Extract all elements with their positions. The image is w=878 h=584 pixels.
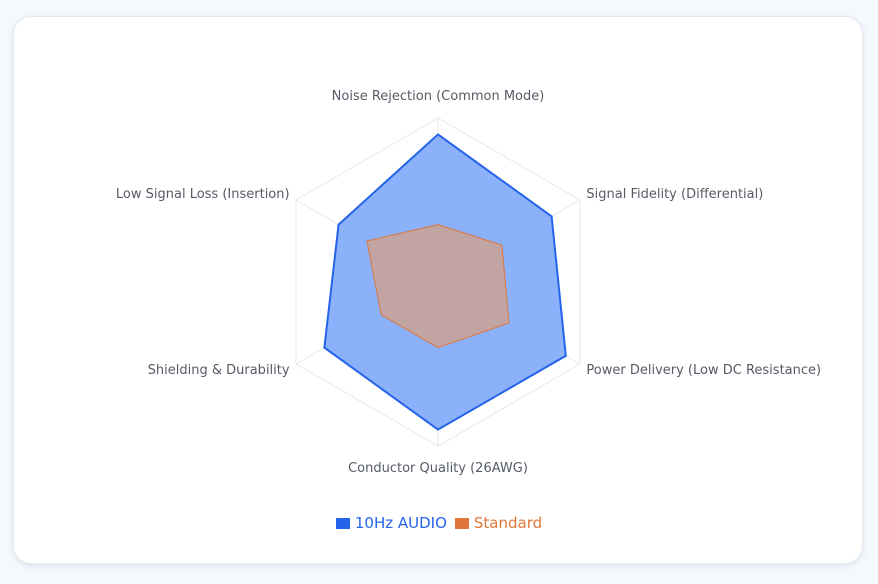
legend-label: 10Hz AUDIO — [354, 514, 447, 532]
axis-label-low-signal-loss-insertion: Low Signal Loss (Insertion) — [116, 187, 290, 202]
axis-label-shielding-durability: Shielding & Durability — [148, 363, 290, 378]
series-area-standard — [366, 224, 510, 349]
legend-swatch — [454, 517, 469, 529]
legend-swatch — [335, 517, 350, 529]
axis-label-conductor-quality-26awg: Conductor Quality (26AWG) — [348, 461, 528, 476]
legend-label: Standard — [473, 514, 543, 532]
legend-item-standard[interactable]: Standard — [454, 514, 543, 532]
radar-series-layer — [323, 133, 567, 431]
axis-label-noise-rejection-common-mode: Noise Rejection (Common Mode) — [332, 89, 545, 104]
legend-item-10hz-audio[interactable]: 10Hz AUDIO — [335, 514, 447, 532]
chart-legend: 10Hz AUDIO Standard — [0, 514, 878, 533]
radar-axis-labels: Noise Rejection (Common Mode) Signal Fide… — [116, 89, 821, 476]
axis-label-power-delivery-low-dc-resistance: Power Delivery (Low DC Resistance) — [586, 363, 821, 378]
axis-label-signal-fidelity-differential: Signal Fidelity (Differential) — [586, 187, 763, 202]
